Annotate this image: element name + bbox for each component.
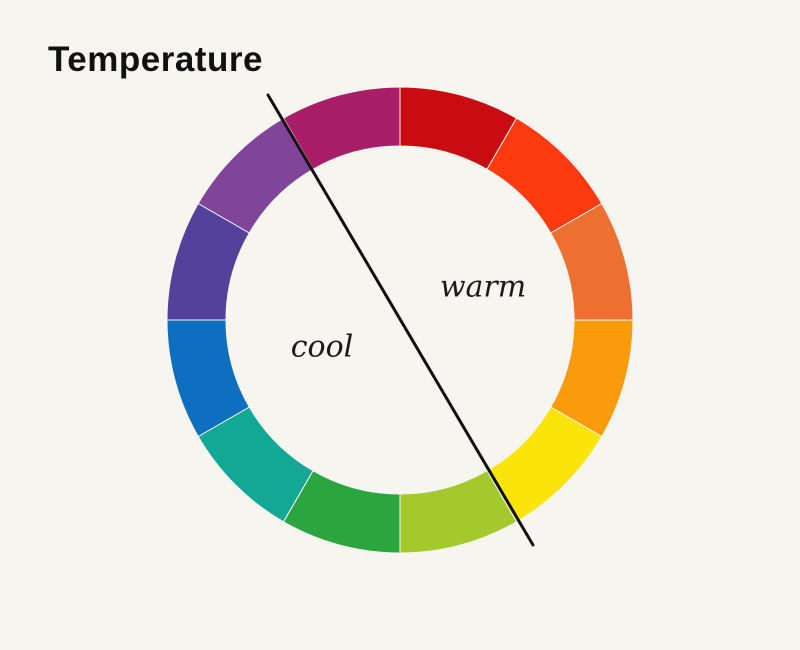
warm-zone-label: warm (439, 269, 527, 305)
page-title: Temperature (48, 40, 263, 79)
cool-zone-label: cool (290, 329, 354, 365)
wheel-segment-magenta (282, 86, 401, 170)
temperature-divider-line (266, 93, 535, 547)
